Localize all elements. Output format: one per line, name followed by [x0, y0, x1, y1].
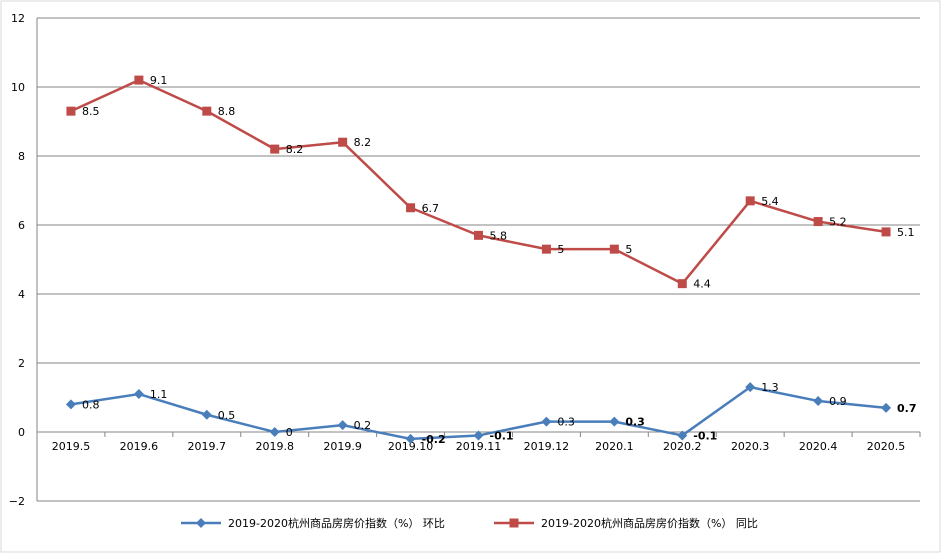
data-point-marker — [202, 106, 212, 116]
data-point-marker — [745, 382, 756, 393]
data-point-marker — [66, 106, 76, 116]
axes: −2 0 2 4 6 8 10 12 2019.5 2019.6 2019.7 2019.8 2019.… — [9, 12, 921, 508]
gridlines — [37, 17, 920, 502]
data-labels: 0.8 1.1 0.5 0 0.2 -0.2 -0.1 0.3 0.3 -0.1 1.3 0.9 0.7… — [82, 74, 917, 446]
data-point-marker — [474, 230, 483, 240]
y-tick-label: 2 — [18, 357, 25, 370]
data-label: -0.2 — [422, 433, 446, 446]
x-tick-label: 2019.11 — [456, 440, 502, 453]
data-point-marker — [473, 430, 484, 441]
y-tick-label: 8 — [18, 150, 25, 163]
data-label: 1.1 — [150, 388, 168, 401]
data-label: 4.4 — [693, 278, 711, 291]
data-point-marker — [134, 75, 144, 85]
data-point-marker — [677, 279, 687, 289]
data-point-marker — [541, 416, 552, 427]
y-tick-label: 4 — [18, 288, 25, 301]
data-label: 0.2 — [354, 419, 372, 432]
data-point-marker — [406, 203, 416, 213]
legend-marker-2 — [509, 518, 519, 528]
data-label: 8.8 — [218, 105, 236, 118]
series-group — [65, 75, 892, 444]
x-tick-label: 2019.6 — [120, 440, 159, 453]
data-label: 0.5 — [218, 409, 236, 422]
x-tick-label: 2020.4 — [799, 440, 838, 453]
y-tick-label: 10 — [11, 81, 25, 94]
x-tick-label: 2020.3 — [731, 440, 770, 453]
data-label: 0.3 — [557, 416, 575, 429]
data-point-marker — [745, 196, 755, 206]
x-tick-label: 2019.8 — [255, 440, 294, 453]
data-label: 0.7 — [897, 402, 917, 415]
data-point-marker — [270, 144, 280, 154]
data-label: 0.9 — [829, 395, 847, 408]
legend-label-1: 2019-2020杭州商品房房价指数（%） 环比 — [228, 516, 445, 530]
data-label: 5.1 — [897, 226, 915, 239]
data-label: 8.2 — [354, 136, 372, 149]
data-point-marker — [813, 217, 823, 227]
legend-label-2: 2019-2020杭州商品房房价指数（%） 同比 — [541, 516, 758, 530]
y-tick-label: 0 — [18, 426, 25, 439]
x-tick-label: 2020.2 — [663, 440, 702, 453]
data-label: -0.1 — [693, 429, 717, 442]
data-label: 9.1 — [150, 74, 168, 87]
data-point-marker — [541, 244, 551, 254]
x-tick-label: 2019.5 — [52, 440, 91, 453]
y-tick-label: 12 — [11, 12, 25, 25]
data-point-marker — [609, 416, 620, 427]
data-point-marker — [133, 389, 144, 400]
data-point-marker — [269, 427, 280, 437]
x-tick-label: 2019.9 — [323, 440, 362, 453]
data-label: 5.2 — [829, 216, 847, 229]
data-label: 5 — [557, 243, 564, 256]
data-point-marker — [609, 244, 619, 254]
data-point-marker — [881, 227, 891, 237]
x-tick-label: 2019.12 — [524, 440, 570, 453]
x-tick-label: 2020.1 — [595, 440, 634, 453]
data-point-marker — [65, 399, 76, 410]
data-label: 8.5 — [82, 105, 100, 118]
data-point-marker — [677, 430, 688, 441]
y-tick-label: −2 — [9, 495, 25, 508]
data-point-marker — [405, 433, 416, 444]
data-point-marker — [338, 137, 348, 147]
x-tick-label: 2020.5 — [867, 440, 906, 453]
data-label: -0.1 — [490, 429, 514, 442]
data-point-marker — [881, 402, 892, 413]
y-tick-label: 6 — [18, 219, 25, 232]
data-label: 1.3 — [761, 381, 779, 394]
x-tick-label: 2019.7 — [188, 440, 227, 453]
data-label: 5 — [625, 243, 632, 256]
data-point-marker — [337, 420, 348, 431]
legend-marker-1 — [196, 518, 206, 528]
data-label: 0 — [286, 426, 293, 439]
data-label: 5.4 — [761, 195, 779, 208]
data-point-marker — [813, 395, 824, 406]
data-point-marker — [201, 409, 212, 420]
data-label: 5.8 — [490, 229, 508, 242]
data-label: 8.2 — [286, 143, 304, 156]
legend: 2019-2020杭州商品房房价指数（%） 环比 2019-2020杭州商品房房价… — [181, 516, 758, 530]
x-tick-label: 2019.10 — [388, 440, 434, 453]
data-label: 0.8 — [82, 398, 100, 411]
data-label: 0.3 — [625, 416, 645, 429]
data-label: 6.7 — [422, 202, 440, 215]
